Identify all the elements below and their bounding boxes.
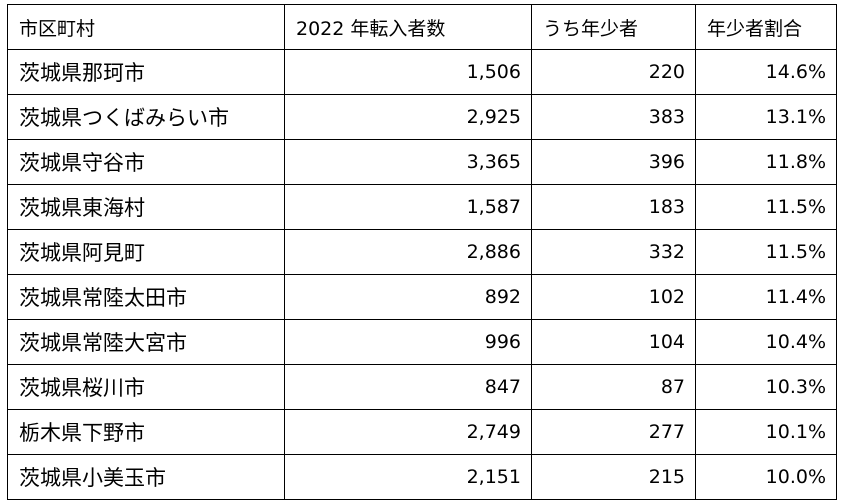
cell-municipality: 茨城県那珂市	[7, 49, 285, 95]
cell-youth-ratio: 14.6%	[695, 49, 837, 95]
cell-youth-ratio: 10.1%	[695, 409, 837, 455]
table-row: 茨城県守谷市 3,365 396 11.8%	[7, 139, 837, 185]
cell-municipality: 茨城県常陸太田市	[7, 274, 285, 320]
cell-youth-count: 396	[531, 139, 696, 185]
cell-inbound: 1,506	[284, 49, 532, 95]
table-row: 茨城県小美玉市 2,151 215 10.0%	[7, 454, 837, 500]
header-row: 市区町村 2022 年転入者数 うち年少者 年少者割合	[7, 4, 837, 50]
cell-municipality: 茨城県つくばみらい市	[7, 94, 285, 140]
cell-inbound: 892	[284, 274, 532, 320]
table-row: 茨城県常陸大宮市 996 104 10.4%	[7, 319, 837, 365]
cell-youth-count: 104	[531, 319, 696, 365]
cell-youth-count: 183	[531, 184, 696, 230]
cell-inbound: 3,365	[284, 139, 532, 185]
cell-youth-ratio: 10.4%	[695, 319, 837, 365]
table-row: 茨城県常陸太田市 892 102 11.4%	[7, 274, 837, 320]
table-row: 茨城県つくばみらい市 2,925 383 13.1%	[7, 94, 837, 140]
cell-inbound: 2,151	[284, 454, 532, 500]
cell-youth-ratio: 10.3%	[695, 364, 837, 410]
cell-inbound: 996	[284, 319, 532, 365]
cell-youth-count: 220	[531, 49, 696, 95]
table-row: 栃木県下野市 2,749 277 10.1%	[7, 409, 837, 455]
cell-inbound: 2,925	[284, 94, 532, 140]
cell-youth-ratio: 11.4%	[695, 274, 837, 320]
cell-inbound: 2,886	[284, 229, 532, 275]
cell-youth-ratio: 11.5%	[695, 184, 837, 230]
cell-youth-count: 102	[531, 274, 696, 320]
municipality-table: 市区町村 2022 年転入者数 うち年少者 年少者割合 茨城県那珂市 1,506…	[7, 4, 837, 500]
header-youth-count: うち年少者	[531, 4, 696, 50]
cell-youth-count: 332	[531, 229, 696, 275]
cell-youth-count: 87	[531, 364, 696, 410]
header-municipality: 市区町村	[7, 4, 285, 50]
cell-municipality: 茨城県守谷市	[7, 139, 285, 185]
cell-municipality: 茨城県東海村	[7, 184, 285, 230]
header-youth-ratio: 年少者割合	[695, 4, 837, 50]
cell-inbound: 2,749	[284, 409, 532, 455]
cell-youth-ratio: 10.0%	[695, 454, 837, 500]
cell-youth-count: 383	[531, 94, 696, 140]
cell-municipality: 茨城県桜川市	[7, 364, 285, 410]
cell-municipality: 茨城県小美玉市	[7, 454, 285, 500]
cell-municipality: 栃木県下野市	[7, 409, 285, 455]
table-row: 茨城県東海村 1,587 183 11.5%	[7, 184, 837, 230]
cell-youth-ratio: 13.1%	[695, 94, 837, 140]
cell-inbound: 1,587	[284, 184, 532, 230]
cell-youth-ratio: 11.8%	[695, 139, 837, 185]
table-row: 茨城県那珂市 1,506 220 14.6%	[7, 49, 837, 95]
cell-municipality: 茨城県常陸大宮市	[7, 319, 285, 365]
cell-youth-count: 277	[531, 409, 696, 455]
header-inbound-2022: 2022 年転入者数	[284, 4, 532, 50]
cell-municipality: 茨城県阿見町	[7, 229, 285, 275]
table-row: 茨城県阿見町 2,886 332 11.5%	[7, 229, 837, 275]
table-row: 茨城県桜川市 847 87 10.3%	[7, 364, 837, 410]
cell-youth-count: 215	[531, 454, 696, 500]
cell-youth-ratio: 11.5%	[695, 229, 837, 275]
cell-inbound: 847	[284, 364, 532, 410]
